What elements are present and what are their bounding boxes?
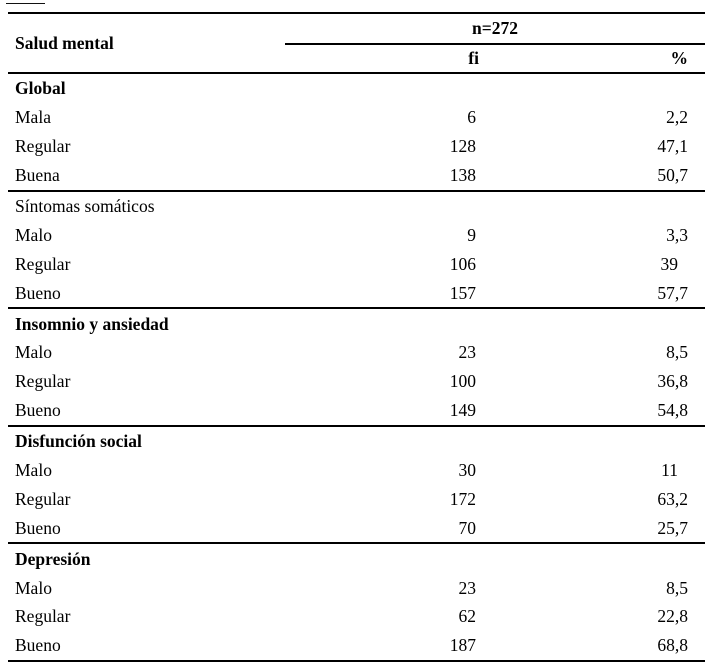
- pct-column-header: %: [493, 44, 705, 74]
- row-label: Bueno: [15, 517, 61, 538]
- row-label: Malo: [15, 577, 52, 598]
- fi-value: 100: [449, 371, 476, 392]
- fi-value: 128: [449, 136, 476, 157]
- pct-value: 8,5: [666, 577, 688, 598]
- table-row: Regular 62 22,8: [8, 602, 705, 631]
- pct-value: 25,7: [657, 517, 688, 538]
- table-row: Bueno 157 57,7: [8, 278, 705, 308]
- table-row: Malo 23 8,5: [8, 573, 705, 602]
- row-label: Malo: [15, 342, 52, 363]
- table-row: Malo 9 3,3: [8, 220, 705, 249]
- fi-column-header: fi: [285, 44, 493, 74]
- row-label: Buena: [15, 165, 60, 186]
- pct-value: 54,8: [657, 400, 688, 421]
- table-row: Malo 30 11: [8, 456, 705, 485]
- fi-value: 23: [458, 342, 477, 363]
- row-label: Mala: [15, 107, 51, 128]
- table-row: Bueno 187 68,8: [8, 630, 705, 662]
- sample-size-header: n=272: [285, 12, 705, 45]
- section-title: Insomnio y ansiedad: [8, 307, 705, 339]
- section-title: Global: [15, 78, 66, 99]
- table-row: Regular 172 63,2: [8, 484, 705, 513]
- row-label: Malo: [15, 459, 52, 480]
- row-label: Bueno: [15, 400, 61, 421]
- row-label: Regular: [15, 606, 71, 627]
- section-row: Disfunción social: [8, 424, 705, 456]
- pct-value: 47,1: [657, 136, 688, 157]
- pct-value: 36,8: [657, 371, 688, 392]
- fi-value: 70: [458, 517, 477, 538]
- row-label: Regular: [15, 253, 71, 274]
- fi-value: 149: [449, 400, 476, 421]
- table-row: Malo 23 8,5: [8, 338, 705, 367]
- section-title: Síntomas somáticos: [8, 189, 705, 221]
- section-row: Depresión: [8, 542, 705, 574]
- table-row: Bueno 70 25,7: [8, 513, 705, 543]
- row-label: Regular: [15, 488, 71, 509]
- fi-value: 187: [285, 630, 493, 662]
- pct-value: 57,7: [657, 282, 688, 303]
- pct-value: 63,2: [657, 488, 688, 509]
- row-label: Regular: [15, 371, 71, 392]
- table-row: Regular 106 39: [8, 249, 705, 278]
- mental-health-table: Salud mental n=272 fi % Global Mala 6 2,…: [8, 12, 705, 662]
- row-label: Regular: [15, 136, 71, 157]
- cropped-line-fragment: [6, 3, 45, 5]
- pct-value: 2,2: [666, 107, 688, 128]
- fi-value: 62: [458, 606, 477, 627]
- pct-value: 11: [661, 459, 678, 480]
- section-row: Insomnio y ansiedad: [8, 307, 705, 339]
- fi-value: 6: [467, 107, 476, 128]
- stub-header: Salud mental: [8, 12, 285, 74]
- fi-value: 106: [449, 253, 476, 274]
- header-row-group: Salud mental n=272: [8, 12, 705, 74]
- pct-value: 3,3: [666, 224, 688, 245]
- table-row: Regular 100 36,8: [8, 367, 705, 396]
- table-row: Regular 128 47,1: [8, 132, 705, 161]
- table-row: Mala 6 2,2: [8, 103, 705, 132]
- table-row: Bueno 149 54,8: [8, 396, 705, 426]
- section-row: Síntomas somáticos: [8, 189, 705, 221]
- pct-value: 50,7: [657, 165, 688, 186]
- pct-value: 68,8: [493, 630, 705, 662]
- fi-value: 23: [458, 577, 477, 598]
- section-title: Depresión: [8, 542, 705, 574]
- fi-value: 30: [458, 459, 477, 480]
- section-title: Disfunción social: [8, 424, 705, 456]
- section-row: Global: [8, 73, 705, 103]
- fi-value: 9: [467, 224, 476, 245]
- fi-value: 172: [449, 488, 476, 509]
- row-label: Bueno: [15, 282, 61, 303]
- row-label: Bueno: [8, 630, 285, 662]
- pct-value: 8,5: [666, 342, 688, 363]
- pct-value: 39: [660, 253, 679, 274]
- header-row-columns: fi %: [8, 44, 705, 74]
- table-row: Buena 138 50,7: [8, 161, 705, 191]
- fi-value: 157: [449, 282, 476, 303]
- pct-value: 22,8: [657, 606, 688, 627]
- row-label: Malo: [15, 224, 52, 245]
- fi-value: 138: [449, 165, 476, 186]
